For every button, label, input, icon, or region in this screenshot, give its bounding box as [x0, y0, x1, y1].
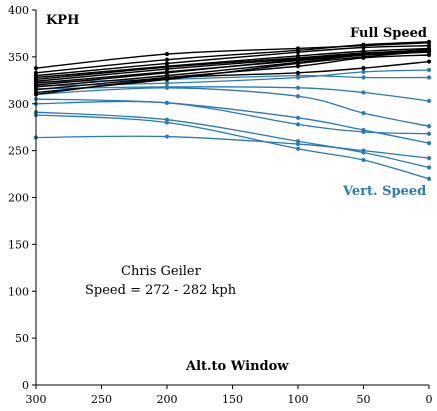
full-speed-point-3-4 [361, 45, 366, 50]
vert-speed-point-2-5 [426, 67, 432, 73]
vert-speed-point-1-4 [361, 75, 366, 80]
y-tick-label-50: 50 [15, 332, 29, 345]
full-speed-series-3 [35, 44, 430, 77]
full-speed-point-2-2 [164, 57, 170, 62]
y-tick-label-200: 200 [8, 192, 29, 205]
vert-speed-point-1-5 [426, 75, 432, 80]
full-speed-series-8 [35, 48, 430, 86]
x-tick-label-0: 0 [426, 393, 433, 406]
y-axis-label: KPH [46, 13, 79, 28]
vert-speed-point-4-3 [295, 94, 301, 99]
vert-speed-point-4-5 [426, 124, 432, 129]
full-speed-point-10-5 [426, 52, 432, 58]
full-speed-point-11-4 [361, 54, 366, 59]
full-speed-point-11-5 [426, 49, 432, 54]
x-tick-label-300: 300 [26, 393, 47, 406]
y-tick-label-150: 150 [8, 238, 29, 251]
vert-speed-point-5-3 [295, 115, 301, 120]
vert-speed-series-4 [35, 87, 430, 127]
y-tick-label-100: 100 [8, 285, 29, 298]
vert-speed-point-4-2 [164, 85, 170, 90]
ticks-layer: 0 50 100 150 200 250 300 350 400 300 250 200 150 100 5… [8, 4, 433, 406]
vert-speed-point-2-2 [164, 81, 170, 86]
vert-speed-point-3-4 [361, 90, 366, 95]
x-tick-label-250: 250 [91, 393, 112, 406]
vert-speed-point-6-4 [361, 129, 366, 134]
x-tick-label-100: 100 [288, 393, 309, 406]
vert-speed-point-6-5 [426, 131, 432, 136]
vert-speed-point-2-3 [295, 75, 301, 80]
y-tick-label-300: 300 [8, 98, 29, 111]
full-speed-series-4 [35, 47, 430, 79]
vert-speed-point-8-5 [426, 176, 432, 181]
vert-speed-label: Vert. Speed [342, 184, 426, 199]
vert-speed-point-3-3 [295, 85, 301, 90]
full-speed-point-2-5 [426, 39, 432, 44]
vert-speed-point-8-4 [361, 157, 366, 163]
full-speed-point-12-5 [426, 59, 432, 64]
full-speed-point-1-2 [164, 51, 170, 57]
full-speed-label: Full Speed [350, 26, 427, 41]
vert-speed-point-9-3 [295, 141, 301, 147]
vert-speed-point-6-2 [164, 100, 170, 105]
y-tick-label-350: 350 [8, 51, 29, 64]
full-speed-point-12-3 [295, 70, 301, 75]
x-tick-label-150: 150 [222, 393, 243, 406]
vert-speed-series-6 [35, 100, 430, 135]
x-tick-label-50: 50 [357, 393, 371, 406]
full-speed-series-10 [35, 54, 430, 91]
vert-speed-series-8 [35, 114, 430, 180]
full-speed-series-1 [35, 42, 430, 69]
full-speed-series-9 [35, 50, 430, 88]
vert-speed-series-7 [35, 111, 430, 169]
vert-speed-point-6-3 [295, 122, 301, 127]
full-speed-point-12-4 [361, 66, 366, 71]
vert-speed-point-7-5 [426, 165, 432, 170]
full-speed-series-2 [35, 41, 430, 74]
note-speed: Speed = 272 - 282 kph [85, 283, 237, 298]
y-tick-label-400: 400 [8, 4, 29, 17]
vert-speed-point-9-5 [426, 156, 432, 161]
vert-speed-point-8-3 [295, 146, 301, 151]
vert-speed-point-8-2 [164, 120, 170, 125]
full-speed-point-3-3 [295, 50, 301, 55]
vert-speed-point-4-4 [361, 111, 366, 116]
note-name: Chris Geiler [121, 264, 202, 279]
vert-speed-point-3-5 [426, 98, 432, 104]
full-speed-series-12 [35, 60, 430, 96]
series-layer [33, 39, 432, 181]
full-speed-point-11-3 [295, 61, 301, 66]
y-tick-label-250: 250 [8, 145, 29, 158]
vert-speed-series-9 [35, 135, 430, 159]
vert-speed-point-5-5 [426, 141, 432, 146]
x-axis-label: Alt.to Window [185, 359, 289, 374]
y-tick-label-0: 0 [22, 379, 29, 392]
full-speed-point-12-2 [164, 76, 170, 81]
vert-speed-series-3 [35, 86, 430, 102]
vert-speed-point-2-4 [361, 69, 366, 74]
x-tick-label-200: 200 [157, 393, 178, 406]
vert-speed-point-9-2 [164, 134, 170, 139]
vert-speed-point-9-4 [361, 148, 366, 153]
